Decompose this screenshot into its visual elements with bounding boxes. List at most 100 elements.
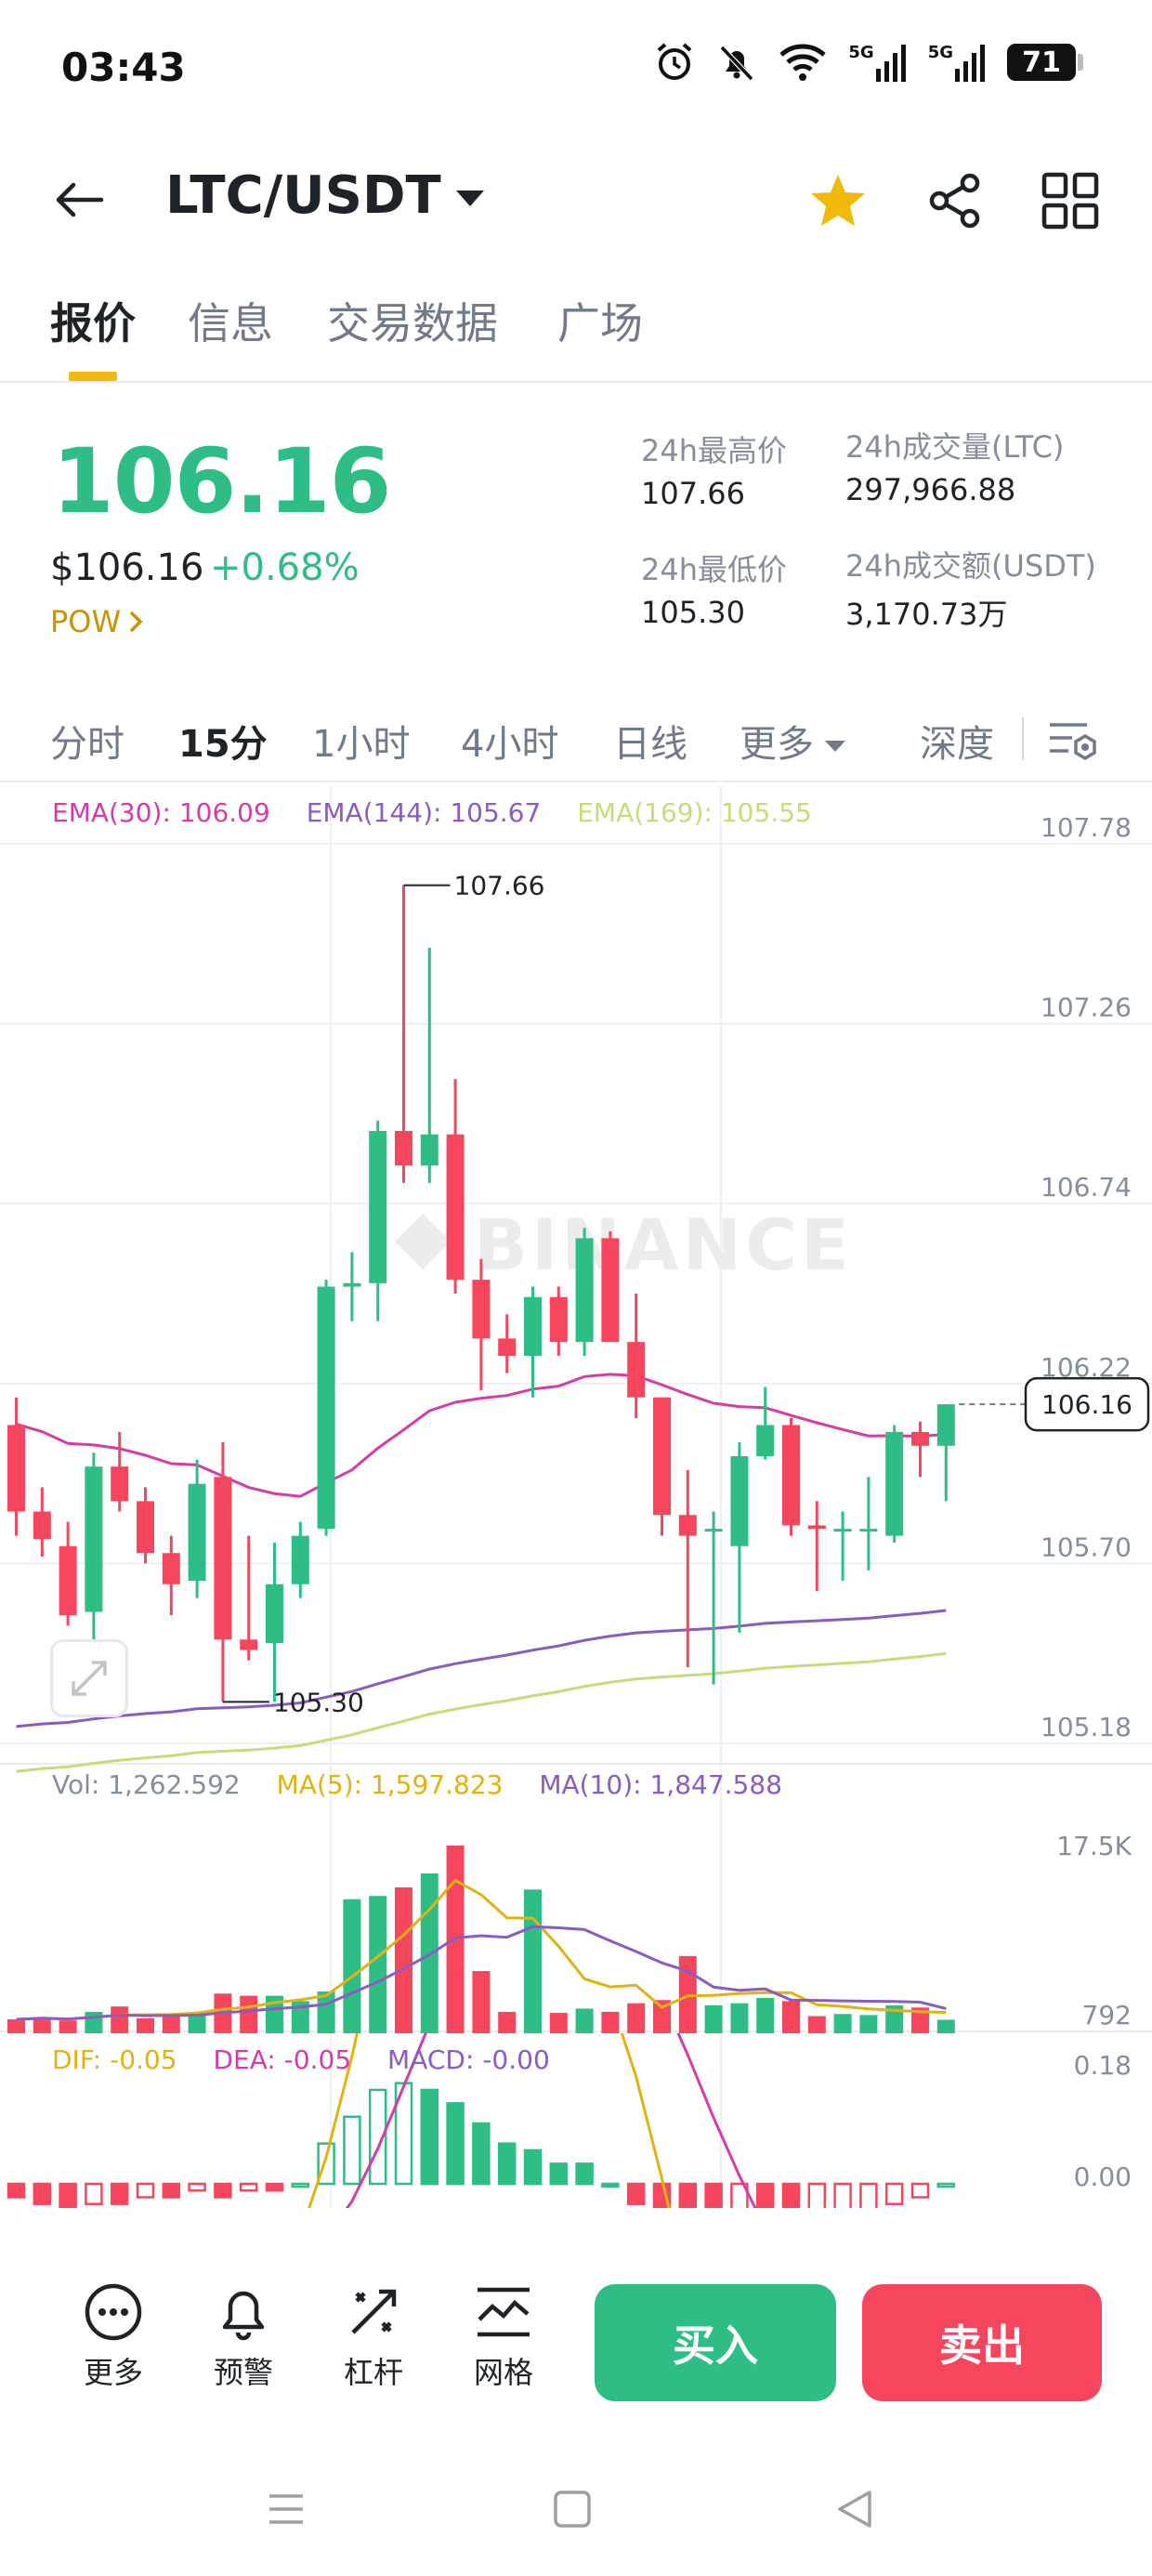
action-more[interactable]: 更多 [67,2282,160,2392]
macd-bar [59,2182,77,2208]
macd-bar [446,2102,465,2186]
interval-1d[interactable]: 日线 [613,723,687,766]
current-price-label: 106.16 [1041,1389,1132,1420]
low-marker-label: 105.30 [273,1687,364,1717]
macd-bar [936,2182,956,2188]
interval-1h[interactable]: 1小时 [312,723,411,766]
header: LTC/USDT [0,139,1152,260]
macd-bar [136,2182,155,2199]
candle [111,1466,129,1502]
ema169-legend: EMA(169): 105.55 [577,797,812,828]
interval-depth[interactable]: 深度 [920,723,994,766]
volume-bar [137,2017,154,2033]
macd-bar [472,2122,491,2186]
candle [782,1425,800,1526]
volume-bar [498,2011,517,2033]
vol-ma5-legend: MA(5): 1,597.823 [276,1769,504,1800]
macd-bar [368,2088,387,2186]
back-icon[interactable] [818,2472,892,2546]
interval-4h[interactable]: 4小时 [461,723,559,766]
status-bar: 03:43 5G 5G 71 [0,0,1152,121]
candle [601,1238,620,1343]
star-icon[interactable] [805,167,871,234]
interval-15m[interactable]: 15分 [178,723,268,766]
chart-area[interactable]: 107.78 107.26 106.74 106.22 105.70 105.18 BINA… [0,786,1152,2254]
volume-bar [266,1995,283,2033]
stat-vol-usdt-value: 3,170.73万 [845,597,1008,632]
macd-bar [704,2182,723,2208]
volume-bar [395,1887,412,2033]
back-arrow-icon[interactable] [48,169,110,230]
candle [472,1280,491,1339]
tab-trading-data[interactable]: 交易数据 [327,298,498,348]
volume-bar [859,2015,878,2033]
volume-bar [782,2001,800,2033]
tab-square[interactable]: 广场 [557,298,643,348]
candle [162,1553,180,1584]
y-tick-label: 105.18 [1041,1712,1132,1742]
action-alert[interactable]: 预警 [197,2282,290,2392]
stat-high-value: 107.66 [641,476,745,511]
menu-icon[interactable] [249,2472,323,2546]
interval-more-label: 更多 [740,723,814,766]
system-nav-bar [0,2453,1152,2556]
interval-selector: 分时 15分 1小时 4小时 日线 更多 深度 [0,699,1152,782]
signal-5g-icon: 5G [848,43,907,82]
alarm-icon [653,41,696,84]
action-grid-trading[interactable]: 网格 [457,2282,550,2392]
buy-button[interactable]: 买入 [595,2284,836,2401]
candle [575,1238,594,1343]
volume-bar [369,1896,387,2033]
volume-bar [188,2013,206,2033]
pair-selector[interactable]: LTC/USDT [165,165,484,226]
tab-quote[interactable]: 报价 [50,298,136,348]
macd-bar [910,2182,930,2199]
stat-low-value: 105.30 [641,595,745,630]
macd-bar [807,2182,827,2208]
candle [730,1455,749,1546]
leverage-icon [351,2289,397,2334]
share-icon[interactable] [922,167,988,234]
candle [807,1525,826,1530]
macd-bar [575,2162,594,2186]
more-icon [85,2283,142,2341]
tab-info[interactable]: 信息 [188,298,273,348]
candle [59,1545,77,1616]
interval-timeshare[interactable]: 分时 [50,723,124,766]
kline-chart[interactable]: 107.78107.26106.74106.22105.70105.18BINA… [0,786,1152,2254]
volume-bar [7,2018,25,2033]
volume-bar [885,2004,904,2033]
candle [395,1131,412,1166]
fullscreen-button[interactable] [50,1639,128,1717]
home-icon[interactable] [535,2472,609,2546]
candle [859,1529,878,1532]
grid-icon[interactable] [1037,167,1104,234]
pow-tag[interactable]: POW [50,604,143,639]
y-tick-label: 105.70 [1041,1531,1132,1562]
chart-settings-icon[interactable] [1046,717,1102,764]
vol-tick-label: 17.5K [1056,1831,1132,1861]
volume-bar [756,1997,775,2033]
action-leverage[interactable]: 杠杆 [327,2282,420,2392]
macd-bar [755,2182,775,2208]
binance-watermark: BINANCE [474,1203,853,1286]
candle [188,1483,206,1582]
candle [498,1338,517,1357]
action-leverage-label: 杠杆 [343,2355,403,2390]
macd-bar [833,2182,852,2208]
last-price: 106.16 [52,429,391,533]
candle [936,1404,955,1446]
macd-bar [7,2182,26,2199]
volume-bar [833,2014,852,2033]
interval-more[interactable]: 更多 [740,714,845,768]
candle [911,1431,929,1446]
candle [885,1431,904,1536]
ema144-legend: EMA(144): 105.67 [306,797,542,828]
sell-button[interactable]: 卖出 [862,2284,1102,2401]
chevron-down-icon [455,191,484,206]
macd-tick-label: 0.00 [1074,2162,1132,2192]
candle [214,1477,232,1640]
candle [446,1134,465,1281]
volume-bar [85,2011,103,2033]
vol-ma10-legend: MA(10): 1,847.588 [539,1769,782,1800]
